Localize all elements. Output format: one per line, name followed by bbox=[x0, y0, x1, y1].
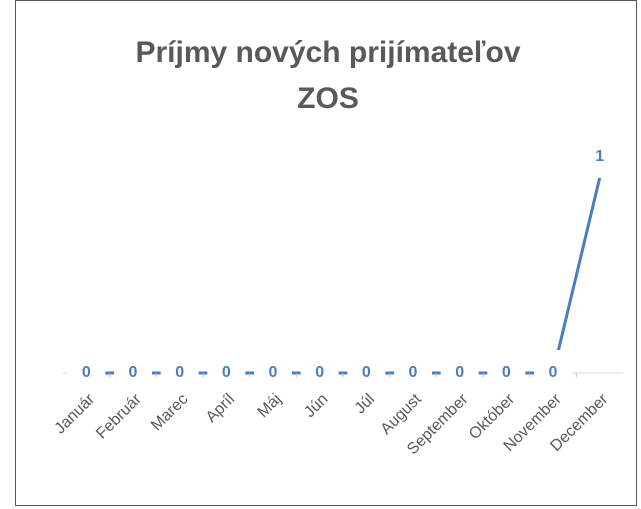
data-label: 0 bbox=[362, 364, 371, 381]
x-tick-label: Marec bbox=[148, 391, 191, 434]
label-background bbox=[207, 350, 246, 396]
line bbox=[86, 177, 602, 375]
x-tick-label: Január bbox=[52, 390, 99, 437]
label-background bbox=[347, 350, 386, 396]
data-label: 0 bbox=[455, 364, 464, 381]
data-label: 0 bbox=[82, 364, 91, 381]
data-label: 0 bbox=[409, 364, 418, 381]
chart-title: Príjmy nových prijímateľov ZOS bbox=[135, 36, 521, 115]
data-label: 0 bbox=[175, 364, 184, 381]
label-background bbox=[440, 350, 479, 396]
data-label: 1 bbox=[595, 148, 604, 165]
label-background bbox=[114, 350, 152, 396]
label-background bbox=[300, 350, 339, 396]
x-tick-label: Apríl bbox=[203, 391, 238, 426]
data-label: 0 bbox=[269, 364, 278, 381]
data-label: 0 bbox=[129, 364, 138, 381]
data-label: 0 bbox=[315, 364, 324, 381]
label-background bbox=[534, 350, 572, 396]
data-label: 0 bbox=[502, 364, 511, 381]
label-background bbox=[394, 350, 432, 396]
chart-frame bbox=[15, 0, 637, 506]
label-background bbox=[254, 350, 292, 396]
label-background bbox=[160, 350, 199, 396]
data-label: 0 bbox=[222, 364, 231, 381]
x-tick-label: Február bbox=[93, 390, 145, 442]
data-label: 0 bbox=[549, 364, 558, 381]
label-background bbox=[67, 350, 106, 396]
label-background bbox=[487, 350, 526, 396]
